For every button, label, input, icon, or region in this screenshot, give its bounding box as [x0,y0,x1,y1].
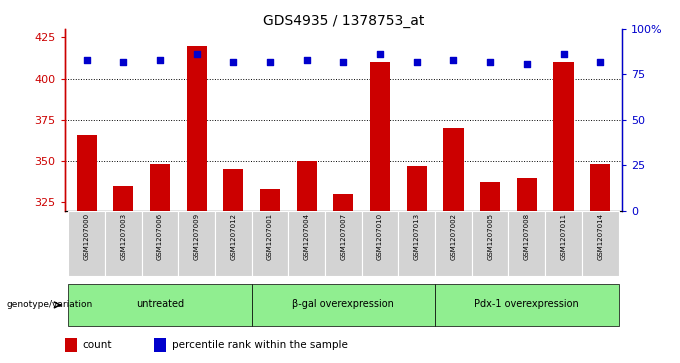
Bar [582,211,619,276]
Point [485,59,496,65]
Text: GSM1207005: GSM1207005 [487,212,493,260]
Bar [554,62,574,211]
Point [448,57,459,63]
Bar [154,338,166,352]
Point [301,57,312,63]
Text: GSM1207002: GSM1207002 [450,212,456,260]
Point [81,57,92,63]
Text: GSM1207013: GSM1207013 [413,212,420,260]
Bar [223,169,243,211]
Bar [288,211,325,276]
Bar [443,128,464,211]
Bar [325,211,362,276]
Text: GSM1207008: GSM1207008 [524,212,530,260]
Text: untreated: untreated [136,299,184,309]
Bar [296,161,317,211]
Bar [333,194,354,211]
Text: β-gal overexpression: β-gal overexpression [292,299,394,309]
Text: GSM1207012: GSM1207012 [231,212,237,260]
Point [522,61,532,66]
Point [265,59,275,65]
Point [338,59,349,65]
Bar [260,189,280,211]
Point [411,59,422,65]
Text: count: count [82,340,112,350]
Bar [517,178,537,211]
Text: GSM1207001: GSM1207001 [267,212,273,260]
Bar [370,62,390,211]
Bar [252,211,288,276]
Text: GSM1207010: GSM1207010 [377,212,383,260]
Bar [113,186,133,211]
Bar [77,135,97,211]
Point [558,52,569,57]
Text: Pdx-1 overexpression: Pdx-1 overexpression [475,299,579,309]
Bar [398,211,435,276]
Bar [178,211,215,276]
Bar [362,211,398,276]
Bar [186,45,207,211]
Text: GSM1207006: GSM1207006 [157,212,163,260]
Bar [215,211,252,276]
Text: GSM1207004: GSM1207004 [304,212,309,260]
Bar [68,284,252,326]
Point [154,57,165,63]
Bar [407,166,427,211]
Text: percentile rank within the sample: percentile rank within the sample [171,340,347,350]
Bar [252,284,435,326]
Bar [545,211,582,276]
Point [118,59,129,65]
Point [191,52,202,57]
Bar [509,211,545,276]
Bar [150,164,170,211]
Point [228,59,239,65]
Text: GSM1207007: GSM1207007 [341,212,346,260]
Bar [105,211,141,276]
Text: GSM1207003: GSM1207003 [120,212,126,260]
Text: genotype/variation: genotype/variation [7,301,93,309]
Bar [472,211,509,276]
Bar [480,183,500,211]
Title: GDS4935 / 1378753_at: GDS4935 / 1378753_at [262,14,424,28]
Text: GSM1207000: GSM1207000 [84,212,90,260]
Bar [68,211,105,276]
Bar [65,338,77,352]
Point [595,59,606,65]
Text: GSM1207011: GSM1207011 [560,212,566,260]
Text: GSM1207009: GSM1207009 [194,212,200,260]
Bar [435,284,619,326]
Bar [590,164,610,211]
Point [375,52,386,57]
Text: GSM1207014: GSM1207014 [597,212,603,260]
Bar [141,211,178,276]
Bar [435,211,472,276]
